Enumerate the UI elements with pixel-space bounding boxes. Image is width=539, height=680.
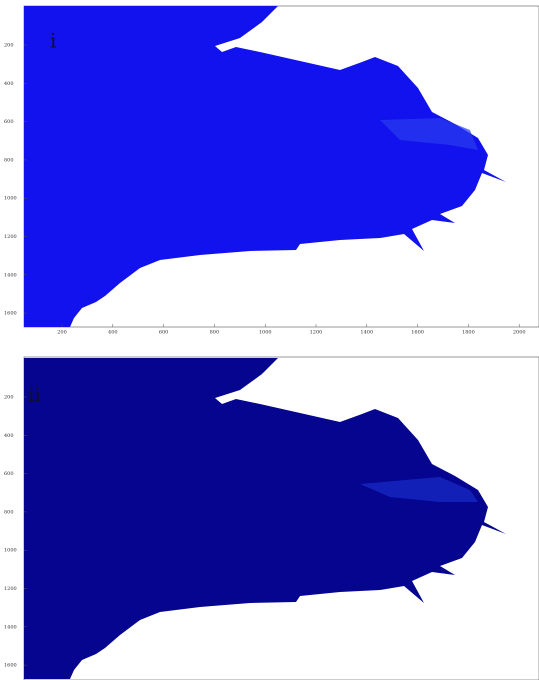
y-tick-label: 800 (4, 157, 14, 163)
y-tick-label: 400 (4, 81, 14, 87)
y-tick-label: 1200 (4, 586, 17, 592)
y-tick-label: 1000 (4, 548, 17, 554)
x-tick-label: 800 (210, 330, 220, 336)
y-tick-label: 1400 (4, 272, 17, 278)
panel-1: i 200 400 600 800 1000 1200 1400 1600 200 400 600 8… (4, 6, 539, 336)
y-tick-label: 200 (4, 43, 14, 49)
figure: i 200 400 600 800 1000 1200 1400 1600 200 400 600 8… (0, 0, 539, 680)
y-tick-label: 600 (4, 119, 14, 125)
y-tick-label: 1200 (4, 234, 17, 240)
y-tick-label: 400 (4, 433, 14, 439)
x-tick-label: 1800 (462, 330, 475, 336)
x-tick-label: 200 (57, 330, 67, 336)
x-tick-label: 400 (108, 330, 118, 336)
x-tick-label: 1200 (310, 330, 323, 336)
x-tick-label: 2000 (513, 330, 526, 336)
x-tick-label: 1400 (360, 330, 373, 336)
x-tick-label: 1600 (411, 330, 424, 336)
y-tick-label: 1600 (4, 663, 17, 669)
panel-label: i (50, 29, 56, 53)
y-tick-label: 1600 (4, 311, 17, 317)
panel-2: ii 200 400 600 800 1000 1200 1400 1600 (4, 357, 539, 680)
panel-label: ii (28, 383, 41, 407)
x-tick-label: 600 (159, 330, 169, 336)
y-tick-label: 1400 (4, 624, 17, 630)
x-tick-label: 1000 (259, 330, 272, 336)
y-tick-label: 800 (4, 509, 14, 515)
y-tick-label: 600 (4, 471, 14, 477)
page: {"panels": [ {"label": "i", "xticks": [2… (0, 0, 539, 680)
y-tick-label: 1000 (4, 196, 17, 202)
y-tick-label: 200 (4, 395, 14, 401)
